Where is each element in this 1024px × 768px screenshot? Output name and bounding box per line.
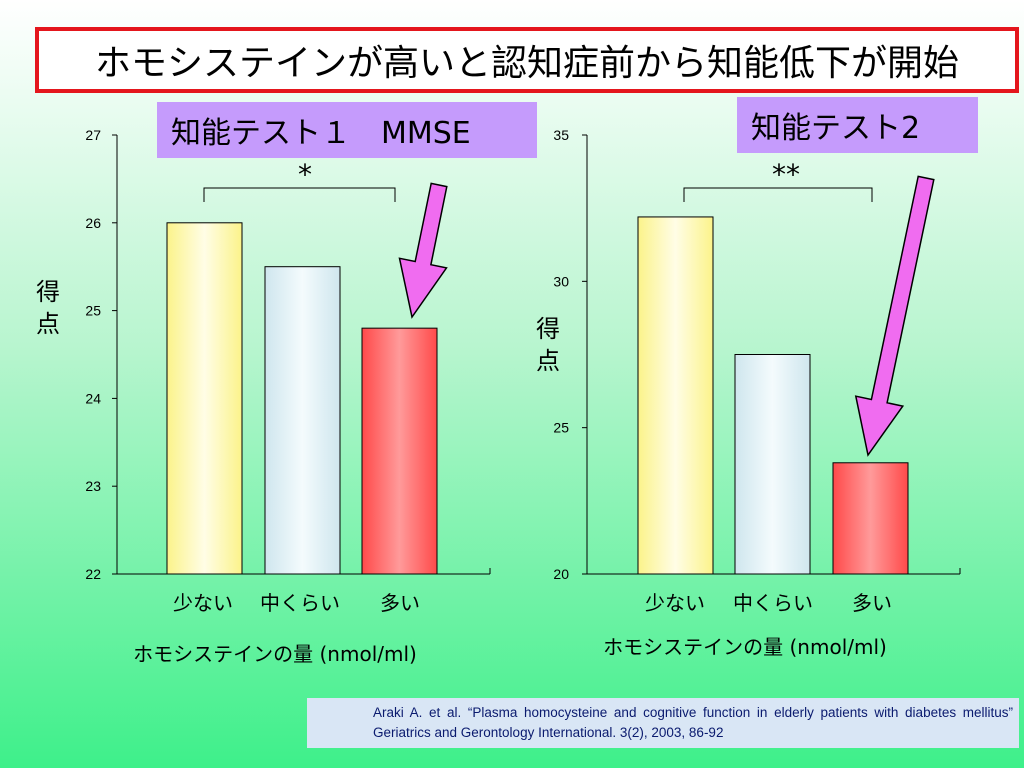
chart1-ylabel-char: 得	[36, 278, 60, 306]
chart1-highlight-arrow	[398, 182, 448, 319]
chart2-ylabel-char: 得	[536, 315, 560, 343]
chart2-significance-bracket	[683, 187, 873, 202]
chart2-ytick-label: 20	[553, 566, 569, 582]
chart2-category-label: 多い	[852, 591, 892, 615]
chart1-ytick-label: 25	[85, 303, 101, 319]
chart1-title: 知能テスト１ MMSE	[157, 102, 537, 158]
chart2-ytick-label: 25	[553, 420, 569, 436]
chart2-category-label: 中くらい	[733, 591, 813, 615]
chart1-category-label: 少ない	[173, 591, 233, 615]
chart2-significance-marker: **	[772, 158, 800, 191]
chart1-xlabel: ホモシステインの量 (nmol/ml)	[133, 642, 417, 666]
chart2-highlight-arrow	[854, 175, 935, 457]
chart1-bar-high	[361, 327, 438, 575]
chart1-ytick-label: 26	[85, 215, 101, 231]
chart2-bar-low	[637, 216, 714, 575]
slide-title: ホモシステインが高いと認知症前から知能低下が開始	[35, 27, 1019, 93]
chart2-bar-mid	[734, 354, 811, 575]
chart1-bar-mid	[264, 266, 341, 575]
chart1-category-label: 多い	[380, 591, 420, 615]
chart2-ytick-label: 35	[553, 127, 569, 143]
chart1-ytick-label: 23	[85, 478, 101, 494]
chart2-ylabel-char: 点	[536, 347, 560, 375]
chart1-ytick-label: 24	[85, 390, 101, 406]
chart1-ylabel-char: 点	[36, 310, 60, 338]
chart1-ytick-label: 27	[85, 127, 101, 143]
chart1-category-label: 中くらい	[260, 591, 340, 615]
chart1-bar-low	[166, 222, 243, 575]
chart2-category-label: 少ない	[645, 591, 705, 615]
chart2-xlabel: ホモシステインの量 (nmol/ml)	[603, 635, 887, 659]
chart1-significance-marker: *	[298, 158, 312, 191]
chart1-significance-bracket	[203, 187, 396, 202]
chart2-ytick-label: 30	[553, 273, 569, 289]
chart2-title: 知能テスト2	[737, 97, 978, 153]
reference-citation: Araki A. et al. “Plasma homocysteine and…	[307, 698, 1019, 748]
chart2-bar-high	[832, 462, 909, 575]
chart1-ytick-label: 22	[85, 566, 101, 582]
